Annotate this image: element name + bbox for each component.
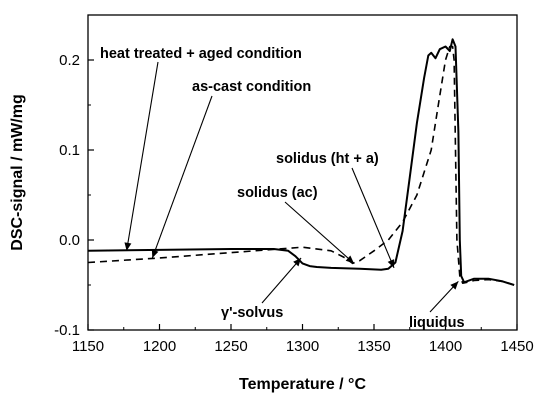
annotation-heat-treated-leader — [126, 61, 159, 251]
annotation-as-cast-arrowhead — [151, 249, 159, 258]
annotation-heat-treated-arrowhead — [124, 242, 132, 251]
annotation-liquidus: liquidus — [409, 315, 465, 331]
annotation-solidus-ac: solidus (ac) — [237, 185, 318, 201]
annotation-gamma-solvus-leader — [261, 257, 302, 304]
annotation-heat-treated: heat treated + aged condition — [100, 46, 302, 62]
x-tick-label: 1350 — [357, 338, 390, 355]
y-tick-label: -0.1 — [54, 322, 80, 339]
annotation-solidus-ht-leader — [351, 167, 395, 269]
annotation-gamma-solvus-arrowhead — [293, 258, 302, 267]
y-axis-title: DSC-signal / mW/mg — [9, 94, 26, 250]
series-line-as-cast — [87, 45, 515, 286]
y-tick-label: 0.0 — [59, 232, 80, 249]
x-tick-label: 1250 — [214, 338, 247, 355]
x-tick-label: 1300 — [286, 338, 319, 355]
x-axis-title: Temperature / °C — [239, 376, 366, 393]
annotation-solidus-ac-leader — [284, 201, 355, 264]
y-tick-label: 0.2 — [59, 52, 80, 69]
tick-layer: 1150 1200 1250 1300 1350 1400 1450 -0.1 0.0 0.1 0.… — [54, 52, 534, 355]
x-tick-label: 1450 — [500, 338, 533, 355]
x-tick-label: 1200 — [143, 338, 176, 355]
y-tick-label: 0.1 — [59, 142, 80, 159]
annotation-gamma-solvus: γ'-solvus — [221, 305, 283, 321]
annotation-as-cast-leader — [151, 95, 213, 259]
annotation-solidus-ht: solidus (ht + a) — [276, 151, 379, 167]
annotation-layer: heat treated + aged condition as-cast con… — [100, 46, 465, 331]
annotation-solidus-ht-arrowhead — [387, 259, 395, 268]
annotation-as-cast: as-cast condition — [192, 79, 311, 95]
annotation-solidus-ac-arrowhead — [345, 255, 354, 264]
x-tick-label: 1150 — [72, 338, 104, 355]
annotation-liquidus-arrowhead — [450, 281, 459, 290]
x-tick-label: 1400 — [429, 338, 462, 355]
